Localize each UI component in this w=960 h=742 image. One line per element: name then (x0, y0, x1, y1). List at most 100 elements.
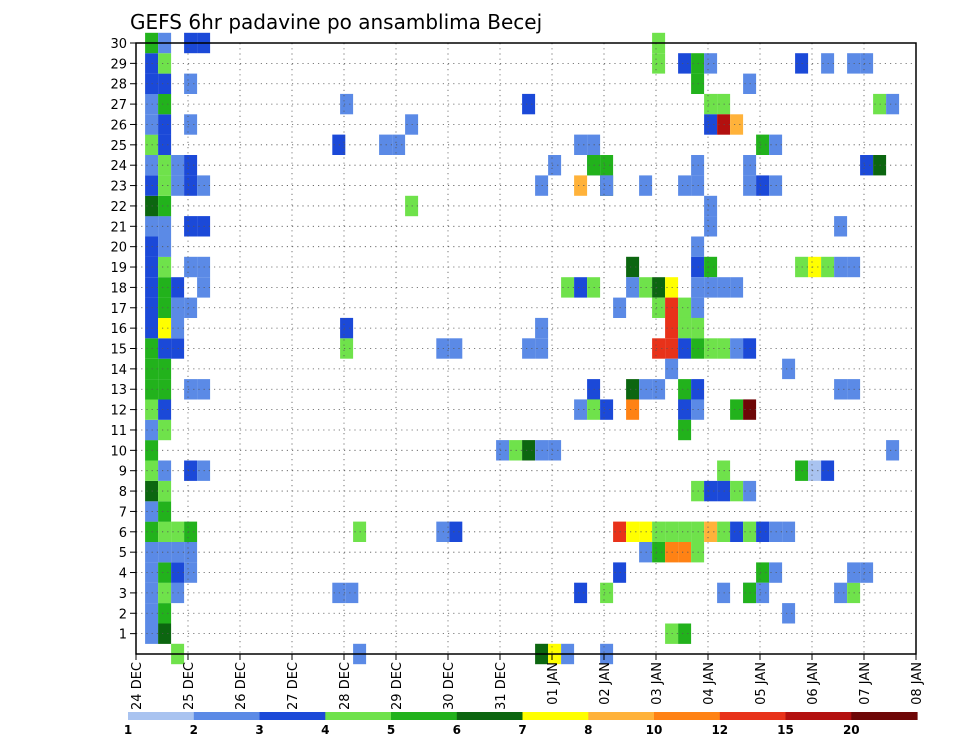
heatmap-cell (873, 93, 887, 115)
heatmap-cell (626, 277, 640, 298)
heatmap-cell (730, 521, 744, 542)
heatmap-cell (600, 399, 614, 420)
colorbar-segment (522, 712, 589, 720)
heatmap-cell (574, 399, 588, 420)
y-tick-label: 20 (110, 241, 127, 256)
heatmap-cell (678, 521, 692, 542)
y-tick-label: 22 (110, 200, 127, 215)
heatmap-cell (345, 582, 359, 604)
heatmap-cell (678, 379, 692, 400)
y-tick-label: 23 (110, 180, 127, 195)
y-tick-label: 15 (110, 343, 127, 358)
heatmap-cell (158, 562, 172, 583)
colorbar-segment (128, 712, 195, 720)
heatmap-cell (184, 542, 198, 563)
heatmap-cell (847, 53, 861, 74)
x-tick-label: 01 JAN (546, 662, 561, 705)
colorbar-label: 2 (190, 723, 198, 737)
y-tick-label: 2 (119, 607, 127, 622)
heatmap-cell (730, 277, 744, 298)
heatmap-cell (158, 419, 172, 441)
heatmap-cell (847, 562, 861, 583)
colorbar: 1 2 3 4 5 6 7 8 10 12 15 20 (124, 712, 918, 737)
x-tick-label: 25 DEC (182, 662, 197, 710)
heatmap-cell (704, 256, 718, 278)
x-tick-label: 04 JAN (702, 662, 717, 705)
heatmap-cell (158, 134, 172, 155)
y-tick-label: 26 (110, 118, 127, 133)
heatmap-cell (574, 277, 588, 298)
heatmap-cell (548, 440, 562, 461)
y-tick-label: 5 (119, 546, 127, 561)
colorbar-label: 5 (387, 723, 395, 737)
x-tick-label: 08 JAN (910, 662, 925, 705)
heatmap-cell (158, 155, 172, 176)
heatmap-cell (704, 114, 718, 135)
heatmap-cell (158, 297, 172, 318)
colorbar-segment (588, 712, 655, 720)
colorbar-label: 15 (777, 723, 794, 737)
heatmap-cell (678, 419, 692, 441)
colorbar-label: 6 (453, 723, 461, 737)
colorbar-segment (654, 712, 721, 720)
heatmap-cell (522, 338, 536, 359)
heatmap-cell (158, 460, 172, 481)
colorbar-label: 1 (124, 723, 132, 737)
heatmap-cell (821, 53, 835, 74)
heatmap-cell (678, 175, 692, 196)
heatmap-cell (184, 114, 198, 135)
heatmap-cell (834, 216, 848, 237)
heatmap-cell (756, 134, 770, 155)
heatmap-cell (184, 216, 198, 237)
y-tick-label: 9 (119, 465, 127, 480)
heatmap-cell (158, 501, 172, 522)
heatmap-cell (704, 216, 718, 237)
y-tick-label: 18 (110, 281, 127, 296)
x-tick-label: 29 DEC (390, 662, 405, 710)
colorbar-label: 3 (255, 723, 263, 737)
heatmap-cell (158, 358, 172, 380)
y-tick-label: 28 (110, 78, 127, 93)
heatmap-cell (756, 175, 770, 196)
x-tick-label: 26 DEC (234, 662, 249, 710)
heatmap-cell (704, 338, 718, 359)
heatmap-cell (808, 256, 822, 278)
heatmap-cell (652, 277, 666, 298)
heatmap-cell (730, 399, 744, 420)
heatmap-cell (626, 399, 640, 420)
heatmap-cell (821, 256, 835, 278)
colorbar-segment (719, 712, 787, 720)
y-tick-label: 30 (110, 37, 127, 52)
heatmap-cell (678, 297, 692, 318)
heatmap-cell (158, 73, 172, 94)
heatmap-cell (782, 603, 796, 624)
y-tick-label: 6 (119, 526, 127, 541)
heatmap-cell (834, 256, 848, 278)
heatmap-cell (184, 521, 198, 542)
y-tick-label: 12 (110, 404, 127, 419)
heatmap-cell (574, 134, 588, 155)
y-axis-ticks: 1234567891011121314151617181920212223242… (110, 37, 136, 643)
heatmap-cell (652, 53, 666, 74)
heatmap-cell (730, 480, 744, 502)
heatmap-cell (158, 603, 172, 624)
heatmap-cell (392, 134, 406, 155)
heatmap-cell (873, 155, 887, 176)
x-tick-label: 27 DEC (286, 662, 301, 710)
y-tick-label: 1 (119, 628, 127, 643)
heatmap-cell (652, 379, 666, 400)
y-tick-label: 29 (110, 57, 127, 72)
y-tick-label: 13 (110, 383, 127, 398)
heatmap-cell (834, 582, 848, 604)
heatmap-cell (158, 521, 172, 542)
heatmap-cell (184, 175, 198, 196)
colorbar-label: 20 (843, 723, 860, 737)
heatmap-cell (158, 216, 172, 237)
heatmap-cell (158, 53, 172, 74)
colorbar-segment (259, 712, 326, 720)
heatmap-cell (158, 277, 172, 298)
heatmap-cell (704, 277, 718, 298)
heatmap-cell (449, 338, 463, 359)
heatmap-cell (626, 521, 640, 542)
